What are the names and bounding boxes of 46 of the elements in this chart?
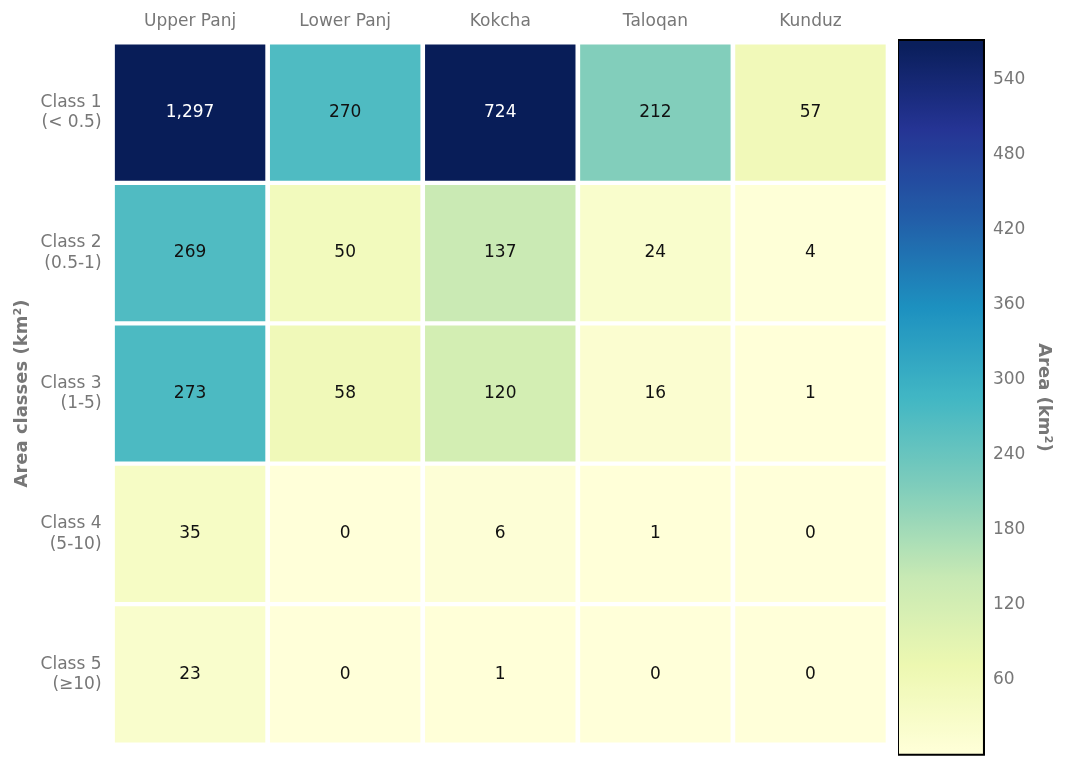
color-bar-label: 120 (992, 593, 1026, 614)
data-label: 6 (494, 522, 506, 543)
data-label: 57 (799, 101, 822, 122)
x-tick-label: Taloqan (621, 9, 688, 30)
data-label: 0 (805, 522, 816, 543)
y-tick-label: Class 3 (1-5) (40, 371, 102, 413)
data-label: 1 (649, 522, 661, 543)
data-label: 0 (805, 662, 816, 683)
x-tick-label: Upper Panj (143, 9, 237, 30)
data-label: 0 (649, 662, 661, 683)
data-label: 1 (805, 381, 816, 402)
color-bar-title: Area (km²) (1034, 343, 1056, 452)
y-tick-label: Class 1 (< 0.5) (40, 90, 102, 132)
x-tick-label: Kunduz (779, 9, 842, 30)
y-tick-label: Class 2 (0.5-1) (40, 231, 102, 272)
color-bar-label: 540 (992, 68, 1026, 89)
data-label: 16 (644, 381, 667, 402)
color-bar-label: 420 (992, 218, 1026, 239)
data-label: 269 (173, 241, 207, 262)
color-bar-label: 180 (992, 518, 1026, 539)
data-label: 24 (644, 241, 667, 262)
data-label: 120 (484, 381, 517, 402)
color-bar-label: 360 (992, 293, 1026, 314)
data-label: 137 (484, 241, 517, 262)
y-tick-label: Class 4 (5-10) (40, 512, 102, 553)
data-label: 58 (334, 381, 356, 402)
x-tick-label: Kokcha (469, 9, 531, 30)
data-label: 50 (334, 241, 356, 262)
x-tick-label: Lower Panj (299, 9, 392, 30)
data-label: 35 (179, 522, 201, 543)
data-label: 23 (179, 662, 201, 683)
y-tick-label: Class 5 (≥10) (40, 652, 102, 693)
data-label: 212 (639, 101, 672, 122)
data-label: 1 (494, 662, 506, 683)
color-bar-label: 300 (992, 368, 1026, 389)
data-label: 724 (484, 101, 517, 122)
data-label: 4 (805, 241, 816, 262)
data-label: 1,297 (165, 101, 215, 122)
data-label: 0 (339, 522, 351, 543)
data-label: 270 (328, 101, 362, 122)
data-label: 0 (339, 662, 351, 683)
color-bar-label: 480 (992, 143, 1026, 164)
y-axis-title: Area classes (km²) (10, 299, 32, 488)
color-bar-label: 60 (992, 668, 1015, 689)
color-bar-label: 240 (992, 443, 1026, 464)
data-label: 273 (173, 381, 207, 402)
